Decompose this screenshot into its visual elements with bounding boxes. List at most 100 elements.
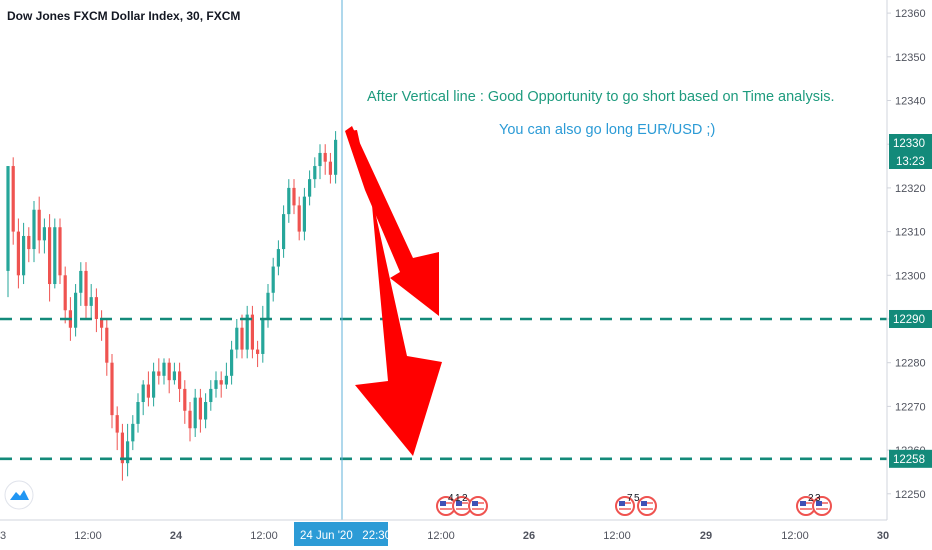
candle-body [110, 362, 114, 416]
crosshair-time-text: 24 Jun '20 22:30 [300, 530, 391, 542]
candle [302, 187, 306, 241]
candle-body [79, 270, 83, 293]
candle [6, 166, 10, 298]
time-axis[interactable]: 3 12:00 24 12:00 12:00 26 12:00 29 12:00 30 [0, 519, 889, 542]
time-tick-label: 12:00 [250, 530, 278, 542]
current-price-label: 12330 13:23 [889, 134, 932, 169]
candle-body [209, 388, 213, 403]
event-count-label: 7 [627, 493, 633, 504]
candle [250, 305, 254, 359]
candle [334, 131, 338, 184]
time-tick-label: 3 [0, 530, 6, 542]
price-tick-label: 12270 [895, 401, 926, 413]
candle [136, 393, 140, 433]
candle-body [162, 362, 166, 376]
candlestick-series [6, 131, 338, 481]
candle-body [146, 384, 150, 398]
candle-body [58, 227, 62, 276]
time-tick-label: 12:00 [781, 530, 809, 542]
candle-body [297, 205, 301, 232]
candle [178, 362, 182, 403]
candle-body [152, 371, 156, 398]
price-axis[interactable]: 1225012260122701228012290123001231012320… [886, 0, 926, 520]
event-count-label: 2 [808, 493, 814, 504]
candle [74, 284, 78, 337]
candle-body [334, 139, 338, 175]
candle-body [6, 166, 10, 271]
candle [53, 218, 57, 289]
candle [120, 423, 124, 481]
price-tick-label: 12340 [895, 96, 926, 108]
candle [110, 353, 114, 429]
candle [172, 362, 176, 385]
time-tick-label: 12:00 [603, 530, 631, 542]
short-arrow-shape [345, 126, 442, 456]
candle-body [131, 423, 135, 442]
candle-body [198, 397, 202, 420]
candle-body [250, 314, 254, 350]
time-tick-label: 24 [170, 530, 183, 542]
candle [193, 388, 197, 437]
candle [266, 284, 270, 328]
chart-title: Dow Jones FXCM Dollar Index, 30, FXCM [7, 9, 240, 23]
candle-body [256, 349, 260, 354]
candle [42, 218, 46, 254]
time-axis-ticks: 3 12:00 24 12:00 12:00 26 12:00 29 12:00 30 [0, 530, 889, 542]
candle [22, 222, 26, 285]
candle-body [105, 327, 109, 363]
red-arrow-upper [345, 126, 439, 316]
event-count-label: 5 [634, 493, 640, 504]
time-tick-label: 29 [700, 530, 712, 542]
level-label-12290: 12290 [893, 314, 925, 326]
candle [188, 402, 192, 442]
candle-body [188, 410, 192, 429]
crosshair-time-label: 24 Jun '20 22:30 [294, 522, 391, 546]
tradingview-logo[interactable] [4, 480, 34, 510]
candle-body [219, 380, 223, 385]
candle [328, 152, 332, 184]
candle [214, 371, 218, 398]
candle [167, 358, 171, 394]
candle-body [271, 266, 275, 293]
candle-body [204, 402, 208, 420]
candle-body [53, 227, 57, 285]
candle [11, 157, 15, 245]
candle-body [224, 375, 228, 385]
candle [219, 371, 223, 398]
level-price-labels: 12290 12258 [889, 309, 932, 468]
candle [224, 362, 228, 389]
candle-body [74, 292, 78, 328]
time-tick-label: 26 [523, 530, 535, 542]
level-label-12258: 12258 [893, 454, 925, 466]
price-tick-label: 12300 [895, 270, 926, 282]
candle [323, 144, 327, 175]
candle [261, 305, 265, 363]
price-axis-ticks: 1225012260122701228012290123001231012320… [887, 8, 926, 501]
candle [204, 393, 208, 429]
candle [84, 262, 88, 319]
candle [308, 170, 312, 206]
candle [276, 240, 280, 276]
logo-mountain-icon [10, 490, 29, 500]
candle-body [266, 292, 270, 319]
candle-body [120, 432, 124, 464]
candle-body [27, 235, 31, 250]
candle-body [16, 231, 20, 276]
candle-body [126, 441, 130, 464]
annotation-line-1: After Vertical line : Good Opportunity t… [367, 89, 834, 105]
candle [32, 201, 36, 263]
candle-body [313, 166, 317, 180]
candle [27, 227, 31, 263]
bar-countdown: 13:23 [896, 156, 925, 168]
candle [287, 179, 291, 223]
candle [297, 196, 301, 241]
price-tick-label: 12310 [895, 227, 926, 239]
candle-body [276, 249, 280, 267]
candle [94, 288, 98, 333]
candle-body [32, 209, 36, 250]
